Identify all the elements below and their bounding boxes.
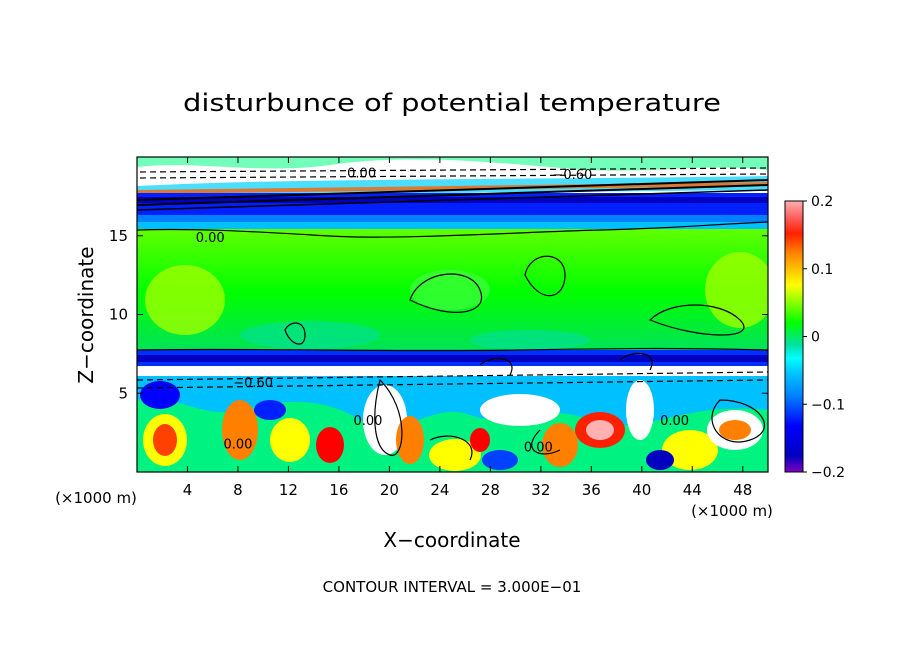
chart-title: disturbunce of potential temperature <box>183 89 721 117</box>
y-axis: 5 10 15 <box>109 227 768 402</box>
contour-label: 0.00 <box>347 166 376 181</box>
contour-label: −0.60 <box>552 168 592 183</box>
contour-label: −0.60 <box>233 376 273 391</box>
x-tick-label: 16 <box>329 481 348 499</box>
colorbar-tick-label: −0.1 <box>811 397 845 413</box>
x-tick-label: 44 <box>683 481 702 499</box>
colorbar-tick-label: −0.2 <box>811 465 845 481</box>
x-tick-label: 36 <box>582 481 601 499</box>
x-tick-label: 32 <box>531 481 550 499</box>
x-tick-label: 20 <box>380 481 399 499</box>
colorbar-tick-label: 0.2 <box>811 194 833 210</box>
x-unit-right: (×1000 m) <box>691 502 773 520</box>
contour-label: 0.00 <box>223 437 252 452</box>
x-tick-label: 28 <box>481 481 500 499</box>
x-axis: 4 8 12 16 20 24 28 32 36 40 44 48 <box>183 157 752 499</box>
x-tick-label: 12 <box>279 481 298 499</box>
x-tick-label: 24 <box>430 481 449 499</box>
colorbar-ticks: 0.2 0.1 0 −0.1 −0.2 <box>803 194 845 481</box>
y-tick-label: 15 <box>109 227 128 245</box>
contour-label: 0.00 <box>524 441 553 456</box>
colorbar-tick-label: 0 <box>811 330 820 346</box>
contour-label: 0.00 <box>196 231 225 246</box>
x-tick-label: 4 <box>183 481 193 499</box>
plot-area: 0.00 −0.60 −0.60 0.00 0.00 0.00 0.00 0.00 <box>137 157 768 472</box>
colorbar <box>784 200 804 473</box>
contour-interval-label: CONTOUR INTERVAL = 3.000E−01 <box>323 578 582 596</box>
contour-label: 0.00 <box>660 414 689 429</box>
x-tick-label: 48 <box>733 481 752 499</box>
y-tick-label: 10 <box>109 306 128 324</box>
contour-lines <box>137 167 768 461</box>
y-axis-label: Z−coordinate <box>74 246 98 383</box>
x-tick-label: 40 <box>632 481 651 499</box>
colorbar-tick-label: 0.1 <box>811 262 833 278</box>
y-tick-label: 5 <box>118 384 128 402</box>
x-tick-label: 8 <box>233 481 243 499</box>
x-unit-left: (×1000 m) <box>55 489 137 507</box>
x-axis-label: X−coordinate <box>383 528 520 552</box>
contour-label: 0.00 <box>353 414 382 429</box>
